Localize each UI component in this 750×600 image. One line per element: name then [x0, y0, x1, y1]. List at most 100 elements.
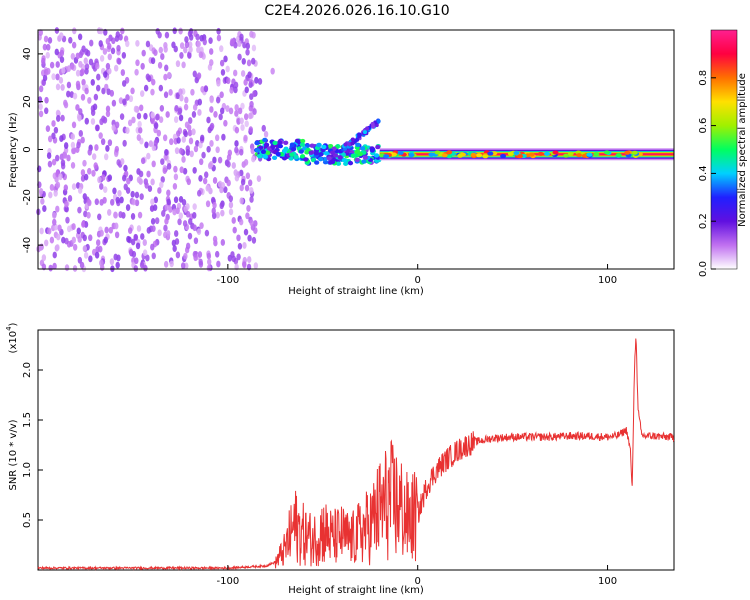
spectrogram-cell	[78, 130, 83, 137]
spectrogram-cell	[179, 52, 184, 59]
spectrogram-cell	[201, 151, 206, 159]
spectrogram-cell	[127, 119, 133, 127]
spectrogram-cell	[150, 198, 155, 206]
svg-text:(x104): (x104)	[5, 322, 19, 353]
spectrogram-cell	[212, 177, 218, 184]
spectrogram-cell	[125, 127, 130, 134]
spectrogram-cell	[118, 97, 124, 105]
spectrogram-cell	[95, 239, 101, 247]
spectrogram-cell	[631, 150, 638, 155]
spectrogram-cell	[172, 245, 177, 252]
spectrogram-cell	[327, 160, 334, 165]
spectrogram-cell	[119, 196, 124, 204]
spectrogram-cell	[39, 227, 44, 235]
spectrogram-cell	[163, 224, 168, 232]
spectrogram-cell	[83, 251, 89, 259]
spectrogram-cell	[44, 96, 49, 104]
spectrogram-cell	[225, 105, 230, 112]
spectrogram-cell	[179, 166, 184, 174]
spectrogram-cell	[102, 48, 108, 55]
spectrogram-cell	[233, 169, 238, 177]
spectrogram-cell	[215, 96, 221, 104]
spectrogram-cell	[77, 236, 82, 243]
spectrogram-cell	[135, 59, 140, 67]
spectrogram-cell	[113, 211, 118, 219]
spectrogram-cell	[64, 264, 70, 272]
spectrogram-cell	[298, 149, 304, 154]
spectrogram-cell	[140, 233, 145, 240]
spectrogram-cell	[153, 49, 158, 57]
spectrogram-cell	[318, 151, 324, 157]
spectrogram-cell	[130, 238, 136, 246]
spectrogram-cell	[192, 70, 197, 78]
snr-x-tick-label: -100	[216, 576, 239, 587]
spectrogram-cell	[148, 140, 154, 148]
spectrogram-cell	[216, 79, 221, 87]
spectrogram-cell	[200, 85, 205, 93]
spectrogram-cell	[347, 160, 354, 166]
spectrogram-cell	[87, 148, 92, 156]
spectrogram-cell	[360, 146, 366, 151]
spectrogram-cell	[163, 45, 168, 53]
spectrogram-cell	[104, 226, 109, 234]
spectrogram-cell	[178, 212, 184, 220]
spectrogram-cell	[207, 258, 212, 266]
spectrogram-cell	[247, 234, 252, 242]
spectrogram-cell	[72, 243, 78, 251]
spectrogram-cell	[500, 154, 507, 159]
colorbar-ticks: 0.0 0.2 0.4 0.6 0.8	[698, 70, 716, 277]
spectrogram-cell	[70, 141, 76, 149]
spectrogram-cell	[586, 152, 593, 157]
spectrogram-cell	[116, 44, 121, 52]
spectrogram-cell	[243, 158, 249, 166]
spectrogram-cell	[77, 256, 83, 264]
spectrogram-cell	[237, 53, 242, 61]
spectrogram-cell	[80, 136, 85, 144]
spectrogram-cell	[51, 73, 56, 81]
spectrogram-cell	[205, 200, 211, 208]
spectrogram-cell	[355, 142, 361, 147]
spectrogram-cell	[42, 205, 47, 212]
spectrogram-cell	[166, 163, 172, 170]
spectrogram-cell	[365, 126, 370, 131]
spectrogram-cell	[160, 53, 165, 60]
spectrogram-cell	[47, 135, 53, 143]
spectrogram-cell	[615, 153, 622, 158]
snr-scale-note: (x104)	[5, 322, 19, 353]
spectrogram-cell	[192, 166, 197, 174]
spectrogram-cell	[470, 152, 477, 157]
spectrogram-cell	[137, 211, 143, 219]
spectrogram-cell	[75, 104, 80, 111]
spectrogram-cell	[212, 156, 217, 164]
spectrogram-cell	[212, 235, 218, 243]
spectrogram-cell	[38, 188, 44, 195]
spectrogram-cell	[159, 104, 165, 112]
spectrogram-cell	[191, 111, 197, 118]
spectrogram-cell	[250, 147, 255, 155]
snr-y-tick-label: 1.5	[22, 412, 33, 428]
spectrogram-cell	[163, 260, 169, 268]
spectrogram-cell	[166, 71, 172, 79]
spectrogram-cell	[240, 102, 245, 110]
spectrogram-cell	[308, 150, 314, 155]
spectrogram-cell	[234, 140, 239, 147]
spectrogram-cell	[68, 36, 73, 44]
spectrogram-cell	[55, 154, 60, 162]
spectrogram-cell	[55, 205, 60, 213]
spectrogram-cell	[261, 124, 266, 132]
spectrogram-cell	[246, 59, 252, 67]
spectrogram-cell	[188, 117, 193, 124]
spectrogram-cell	[188, 41, 193, 49]
spectrogram-cell	[80, 68, 85, 76]
spectrogram-cell	[232, 226, 237, 234]
spectrogram-cell	[104, 153, 109, 161]
spectrogram-x-tick-label: -100	[216, 275, 239, 286]
spectrogram-cell	[164, 203, 170, 211]
spectrogram-cell	[328, 143, 334, 149]
spectrogram-cell	[93, 93, 99, 101]
spectrogram-cell	[162, 167, 167, 175]
spectrogram-cell	[107, 42, 112, 50]
spectrogram-cell	[237, 242, 243, 250]
spectrogram-cell	[196, 46, 201, 54]
